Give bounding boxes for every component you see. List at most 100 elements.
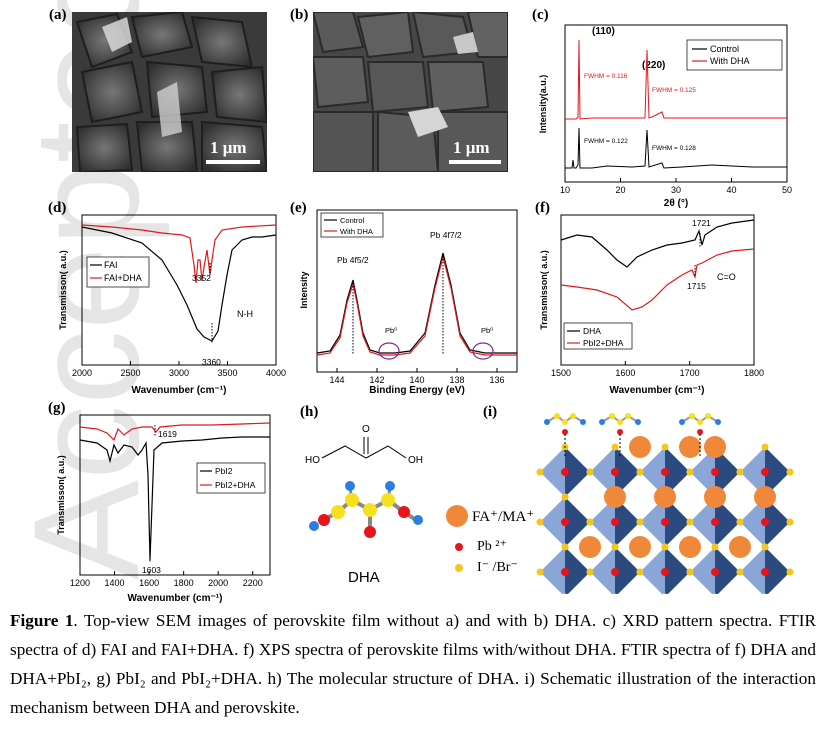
octahedron xyxy=(740,447,790,497)
chart-e: Pb 4f5/2 Pb 4f7/2 Pb⁰ Pb⁰ Control With D… xyxy=(299,209,518,395)
series-g-pbi2dha xyxy=(79,422,271,442)
octahedron xyxy=(690,497,740,547)
iodide-ion xyxy=(761,443,769,451)
annot-e-pb0-left: Pb⁰ xyxy=(385,326,397,335)
legend-g-pbi2: PbI2 xyxy=(215,466,233,476)
annot-c-fwhm2: FWHM = 0.125 xyxy=(652,87,696,94)
series-f-pbi2dha xyxy=(560,248,755,311)
octahedron xyxy=(640,497,690,547)
pb-ion xyxy=(611,518,619,526)
molecule-diagram: HO O OH DHA xyxy=(305,424,423,586)
molecule-name: DHA xyxy=(348,569,380,586)
iodide-ion xyxy=(563,593,567,594)
series-f-dha xyxy=(560,219,755,268)
annot-e-pb0-right: Pb⁰ xyxy=(481,326,493,335)
legend-f xyxy=(563,322,633,350)
panel-b-label: (b) xyxy=(290,7,309,23)
iodide-ion xyxy=(711,543,719,551)
legend-i-fa-dot xyxy=(446,505,468,527)
ticks-c: 10 20 30 40 50 xyxy=(560,178,792,195)
xtick-label-c: 40 xyxy=(726,185,736,195)
a-site-cation xyxy=(654,486,676,508)
pb-ion xyxy=(661,568,669,576)
series-c-dha xyxy=(565,39,787,120)
legend-d-faidha: FAI+DHA xyxy=(104,273,142,283)
xtick-label-d: 3500 xyxy=(217,368,237,378)
iodide-ion xyxy=(686,518,694,526)
xtick-label-e: 142 xyxy=(369,375,384,385)
chart-f: 1721 1715 C=O DHA PbI2+DHA 1500 1600 1700 1… xyxy=(539,214,764,395)
legend-c-control: Control xyxy=(710,44,739,54)
iodide-ion xyxy=(561,493,569,501)
xtick-label-e: 140 xyxy=(409,375,424,385)
chart-g: 1619 1603 PbI2 PbI2+DHA 1200 1400 1600 1800… xyxy=(56,414,271,604)
panel-h-label: (h) xyxy=(300,404,319,420)
pb-ion xyxy=(611,568,619,576)
iodide-ion xyxy=(636,468,644,476)
pb-ion xyxy=(711,468,719,476)
annot-c-220: (220) xyxy=(642,60,665,71)
a-site-cation xyxy=(704,486,726,508)
octahedron xyxy=(590,547,640,594)
iodide-ion xyxy=(761,543,769,551)
xtick-label-e: 136 xyxy=(489,375,504,385)
octahedron xyxy=(640,447,690,497)
series-d-faidha xyxy=(81,224,277,284)
legend-d xyxy=(86,256,150,288)
ylabel-g: Transmisson( a.u.) xyxy=(56,455,66,535)
legend-i-symbols xyxy=(446,505,468,572)
perovskite-lattice xyxy=(536,413,794,594)
legend-i-fa: FA⁺/MA⁺ xyxy=(472,509,535,525)
dha-molecule xyxy=(599,413,641,456)
annot-g-1603: 1603 xyxy=(142,565,161,575)
series-g-pbi2 xyxy=(79,436,270,561)
xtick-label-f: 1500 xyxy=(551,368,571,378)
iodide-ion xyxy=(611,443,619,451)
legend-e-dha: With DHA xyxy=(340,227,373,236)
xtick-label-f: 1700 xyxy=(680,368,700,378)
iodide-ion xyxy=(536,518,544,526)
xtick-label-g: 1400 xyxy=(105,578,125,588)
pb-ion xyxy=(711,568,719,576)
pb-ion xyxy=(761,518,769,526)
a-site-cation xyxy=(754,486,776,508)
iodide-ion xyxy=(586,468,594,476)
ylabel-c: Intensity(a.u.) xyxy=(538,75,548,134)
caption-lead: Figure 1 xyxy=(10,611,74,630)
xlabel-e: Binding Energy (eV) xyxy=(369,385,465,395)
legend-d-fai: FAI xyxy=(104,260,118,270)
panel-d-label: (d) xyxy=(48,200,67,216)
chart-c: (110) (220) FWHM = 0.116 FWHM = 0.125 FW… xyxy=(538,24,792,209)
lattice-octahedra xyxy=(536,413,794,594)
a-site-cation xyxy=(679,536,701,558)
ticks-g: 1200 1400 1600 1800 2000 2200 xyxy=(70,571,263,588)
pb-ion xyxy=(661,468,669,476)
iodide-ion xyxy=(636,518,644,526)
panel-f-label: (f) xyxy=(535,200,550,216)
a-site-cation xyxy=(629,536,651,558)
xtick-label-c: 20 xyxy=(615,185,625,195)
annot-c-fwhm3: FWHM = 0.122 xyxy=(584,138,628,145)
octahedron xyxy=(740,497,790,547)
series-d-fai xyxy=(81,226,277,342)
ticks-e: 144 142 140 138 136 xyxy=(329,368,505,385)
iodide-ion xyxy=(786,468,794,476)
pb-ion xyxy=(761,468,769,476)
a-site-cation xyxy=(629,436,651,458)
panel-a-label: (a) xyxy=(49,7,67,23)
a-site-cation xyxy=(704,436,726,458)
iodide-ion xyxy=(736,568,744,576)
xtick-label-g: 1200 xyxy=(70,578,90,588)
legend-g-pbi2dha: PbI2+DHA xyxy=(215,480,256,490)
pb0-circle-left xyxy=(378,342,400,360)
sem-texture-a xyxy=(72,12,267,172)
octahedron xyxy=(540,547,590,594)
scale-bar-b xyxy=(449,160,501,164)
dha-molecule xyxy=(544,413,586,456)
octahedron xyxy=(540,447,590,497)
mol-label-ho: HO xyxy=(305,455,320,466)
xtick-label-g: 2200 xyxy=(243,578,263,588)
iodide-ion xyxy=(613,593,617,594)
legend-i-iodide: I⁻ /Br⁻ xyxy=(477,560,518,575)
xtick-label-c: 50 xyxy=(782,185,792,195)
